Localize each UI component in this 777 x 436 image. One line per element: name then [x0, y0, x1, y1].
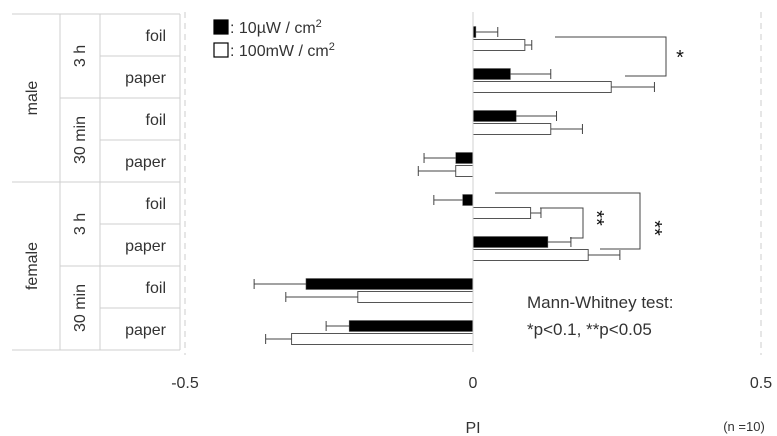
sex-label: male — [24, 81, 41, 116]
legend-label: : 10µW / cm2 — [230, 18, 322, 37]
x-tick-label: 0 — [469, 375, 478, 392]
bar — [472, 207, 532, 219]
significance-bracket — [540, 207, 584, 239]
substrate-label: paper — [125, 238, 167, 255]
significance-bracket — [495, 192, 641, 250]
legend-label-superscript: 2 — [329, 41, 335, 53]
annotation-line: Mann-Whitney test: — [527, 293, 673, 312]
annotation: Mann-Whitney test: *p<0.1, **p<0.05 — [527, 293, 673, 339]
substrate-label: foil — [146, 280, 166, 297]
time-label: 3 h — [72, 213, 89, 235]
bar — [357, 291, 474, 303]
bar — [455, 152, 474, 164]
significance-marker: * — [676, 47, 684, 69]
legend-swatch — [213, 19, 229, 35]
time-label: 3 h — [72, 45, 89, 67]
bar — [305, 278, 474, 290]
row-labels: male female 3 h 30 min 3 h 30 min foil paper foi… — [12, 13, 181, 351]
significance-marker: ** — [585, 210, 607, 226]
bar — [348, 320, 474, 332]
substrate-label: foil — [146, 196, 166, 213]
legend-swatch — [213, 42, 229, 58]
bar — [472, 68, 511, 80]
time-label: 30 min — [72, 284, 89, 332]
bar — [472, 81, 612, 93]
substrate-label: paper — [125, 70, 167, 87]
substrate-label: foil — [146, 28, 166, 45]
bar — [472, 39, 526, 51]
substrate-label: paper — [125, 154, 167, 171]
time-label: 30 min — [72, 116, 89, 164]
bar — [455, 165, 474, 177]
bar — [291, 333, 474, 345]
significance-bracket — [555, 36, 667, 77]
grid-lines — [184, 12, 762, 355]
bar — [472, 236, 549, 248]
sex-label: female — [24, 242, 41, 290]
error-bars — [253, 27, 655, 344]
bar — [472, 249, 589, 261]
legend: : 10µW / cm2 : 100mW / cm2 — [213, 18, 335, 60]
x-axis-label: PI — [465, 420, 480, 436]
bar — [472, 110, 517, 122]
substrate-label: paper — [125, 322, 167, 339]
x-tick-label: -0.5 — [171, 375, 199, 392]
significance-brackets: ***** — [495, 36, 684, 250]
legend-label-superscript: 2 — [316, 18, 322, 30]
x-axis: -0.5 0 0.5 PI (n =10) — [171, 12, 772, 436]
substrate-label: foil — [146, 112, 166, 129]
x-tick-label: 0.5 — [750, 375, 772, 392]
bar — [472, 123, 552, 135]
annotation-line: *p<0.1, **p<0.05 — [527, 320, 652, 339]
significance-marker: ** — [643, 220, 665, 236]
bar — [462, 194, 474, 206]
legend-label: : 100mW / cm2 — [230, 41, 335, 60]
sample-size-note: (n =10) — [723, 419, 765, 434]
